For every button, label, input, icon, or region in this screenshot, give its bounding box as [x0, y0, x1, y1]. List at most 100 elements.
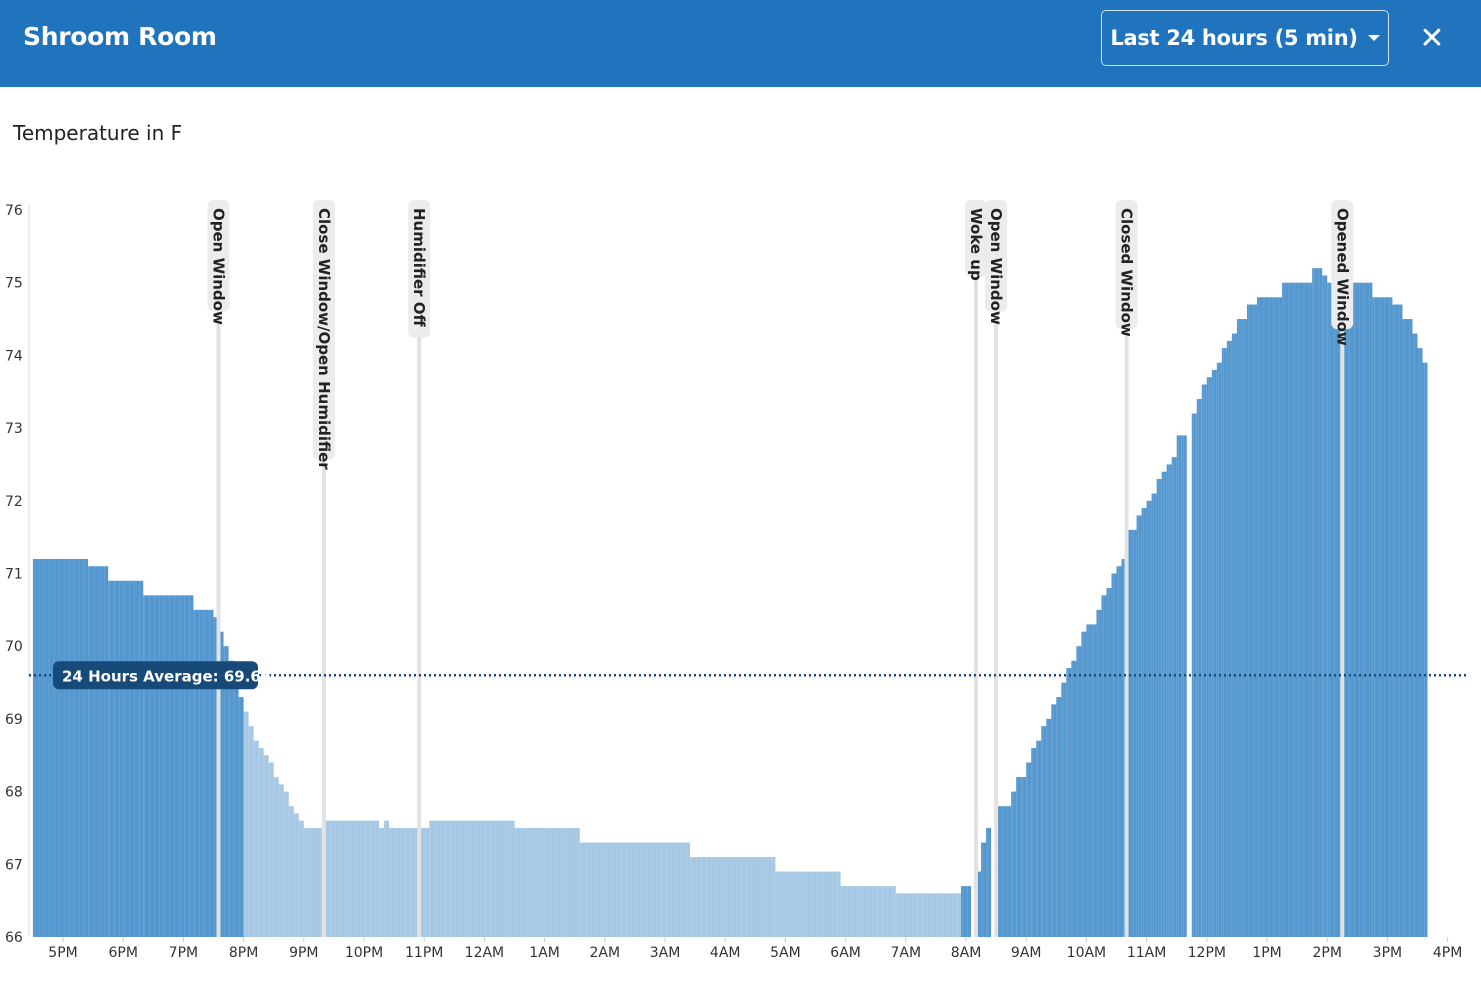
temperature-bar — [108, 580, 144, 937]
x-tick-label: 1PM — [1252, 945, 1281, 961]
temperature-bar — [88, 566, 109, 937]
temperature-bar — [1071, 660, 1077, 937]
x-tick-label: 3AM — [650, 945, 681, 961]
temperature-bar — [1422, 362, 1428, 937]
temperature-bar — [1392, 304, 1403, 937]
event-tag — [965, 200, 988, 277]
temperature-bar — [258, 747, 264, 937]
x-tick-label: 11PM — [405, 945, 443, 961]
event-tag — [207, 200, 230, 312]
temperature-bar — [298, 820, 304, 937]
time-range-dropdown[interactable]: Last 24 hours (5 min) — [1101, 10, 1389, 66]
x-tick-label: 4AM — [710, 945, 741, 961]
temperature-bar — [278, 784, 284, 937]
temperature-bar — [293, 813, 299, 937]
x-tick-label: 12PM — [1188, 945, 1226, 961]
temperature-bar — [1041, 726, 1047, 937]
x-tick-label: 8PM — [229, 945, 258, 961]
event-label: Humidifier Off — [410, 208, 428, 328]
temperature-bar — [1211, 369, 1217, 937]
event-tag — [312, 200, 335, 460]
temperature-bar — [1011, 791, 1017, 937]
temperature-bar — [976, 871, 982, 937]
y-tick-label: 71 — [5, 567, 23, 583]
temperature-bar — [1216, 362, 1222, 937]
temperature-bar — [268, 762, 274, 937]
temperature-bar — [288, 806, 294, 937]
y-tick-label: 67 — [5, 857, 23, 873]
bar-texture — [33, 210, 1465, 937]
y-tick-label: 76 — [5, 203, 23, 219]
temperature-bar — [1136, 515, 1142, 937]
x-tick-label: 11AM — [1127, 945, 1166, 961]
x-tick-label: 5AM — [770, 945, 801, 961]
temperature-bar — [379, 827, 385, 937]
x-tick-label: 4PM — [1433, 945, 1462, 961]
x-tick-label: 2PM — [1312, 945, 1341, 961]
temperature-bar — [1106, 588, 1112, 937]
temperature-bar — [143, 595, 194, 937]
event-label: Woke up — [967, 208, 985, 281]
x-tick-label: 6AM — [830, 945, 861, 961]
temperature-bar — [1417, 348, 1423, 937]
temperature-bar — [981, 842, 987, 937]
temperature-bar — [1221, 348, 1227, 937]
chart-title: Temperature in F — [13, 121, 183, 145]
temperature-bar — [1076, 646, 1082, 937]
y-tick-label: 66 — [5, 930, 23, 946]
temperature-bar — [1206, 377, 1212, 938]
temperature-bar — [218, 631, 224, 937]
temperature-bar — [283, 791, 289, 937]
temperature-bar — [1161, 471, 1167, 937]
temperature-bar — [1116, 566, 1122, 937]
temperature-bar — [1402, 319, 1413, 937]
temperature-bar — [429, 820, 515, 937]
temperature-bar — [213, 617, 219, 937]
x-tick-label: 9PM — [289, 945, 318, 961]
temperature-bar — [228, 660, 234, 937]
close-icon[interactable]: ✕ — [1419, 20, 1445, 56]
x-tick-label: 6PM — [108, 945, 137, 961]
temperature-bar — [1256, 297, 1283, 937]
temperature-bar — [1091, 624, 1097, 937]
temperature-bar — [1081, 631, 1087, 937]
temperature-bar — [1312, 268, 1323, 937]
event-label: Close Window/Open Humidifier — [315, 208, 333, 470]
temperature-bar — [1031, 747, 1037, 937]
event-label: Open Window — [987, 208, 1005, 325]
temperature-bar — [193, 609, 214, 937]
temperature-bar — [1096, 609, 1102, 937]
temperature-bar — [514, 827, 580, 937]
temperature-bar — [1026, 762, 1032, 937]
temperature-bar — [1061, 682, 1067, 937]
temperature-bar — [579, 842, 691, 937]
time-range-label: Last 24 hours (5 min) — [1110, 26, 1358, 50]
temperature-bar — [1111, 573, 1117, 937]
temperature-bar — [1151, 493, 1157, 937]
temperature-bar — [1131, 529, 1137, 937]
event-tag — [1115, 200, 1138, 330]
temperature-bar — [389, 827, 430, 937]
temperature-bar — [1141, 508, 1147, 937]
temperature-bar — [1086, 624, 1092, 937]
temperature-bar — [960, 886, 972, 937]
temperature-bar — [243, 711, 249, 937]
temperature-bar — [1241, 319, 1247, 937]
temperature-bar — [996, 806, 1012, 937]
temperature-bar — [1051, 704, 1057, 937]
page-title: Shroom Room — [23, 22, 217, 51]
temperature-bar — [1036, 740, 1042, 937]
y-tick-label: 70 — [5, 639, 23, 655]
temperature-bar — [840, 886, 896, 937]
event-tag — [408, 200, 431, 338]
x-tick-label: 8AM — [951, 945, 982, 961]
average-label: 24 Hours Average: 69.6F — [62, 667, 271, 685]
temperature-bar — [248, 726, 254, 937]
temperature-bar — [1201, 384, 1207, 938]
x-tick-label: 2AM — [590, 945, 621, 961]
y-tick-label: 73 — [5, 421, 23, 437]
event-tag — [985, 200, 1008, 312]
temperature-bar — [1322, 275, 1328, 937]
temperature-bar — [238, 697, 244, 937]
